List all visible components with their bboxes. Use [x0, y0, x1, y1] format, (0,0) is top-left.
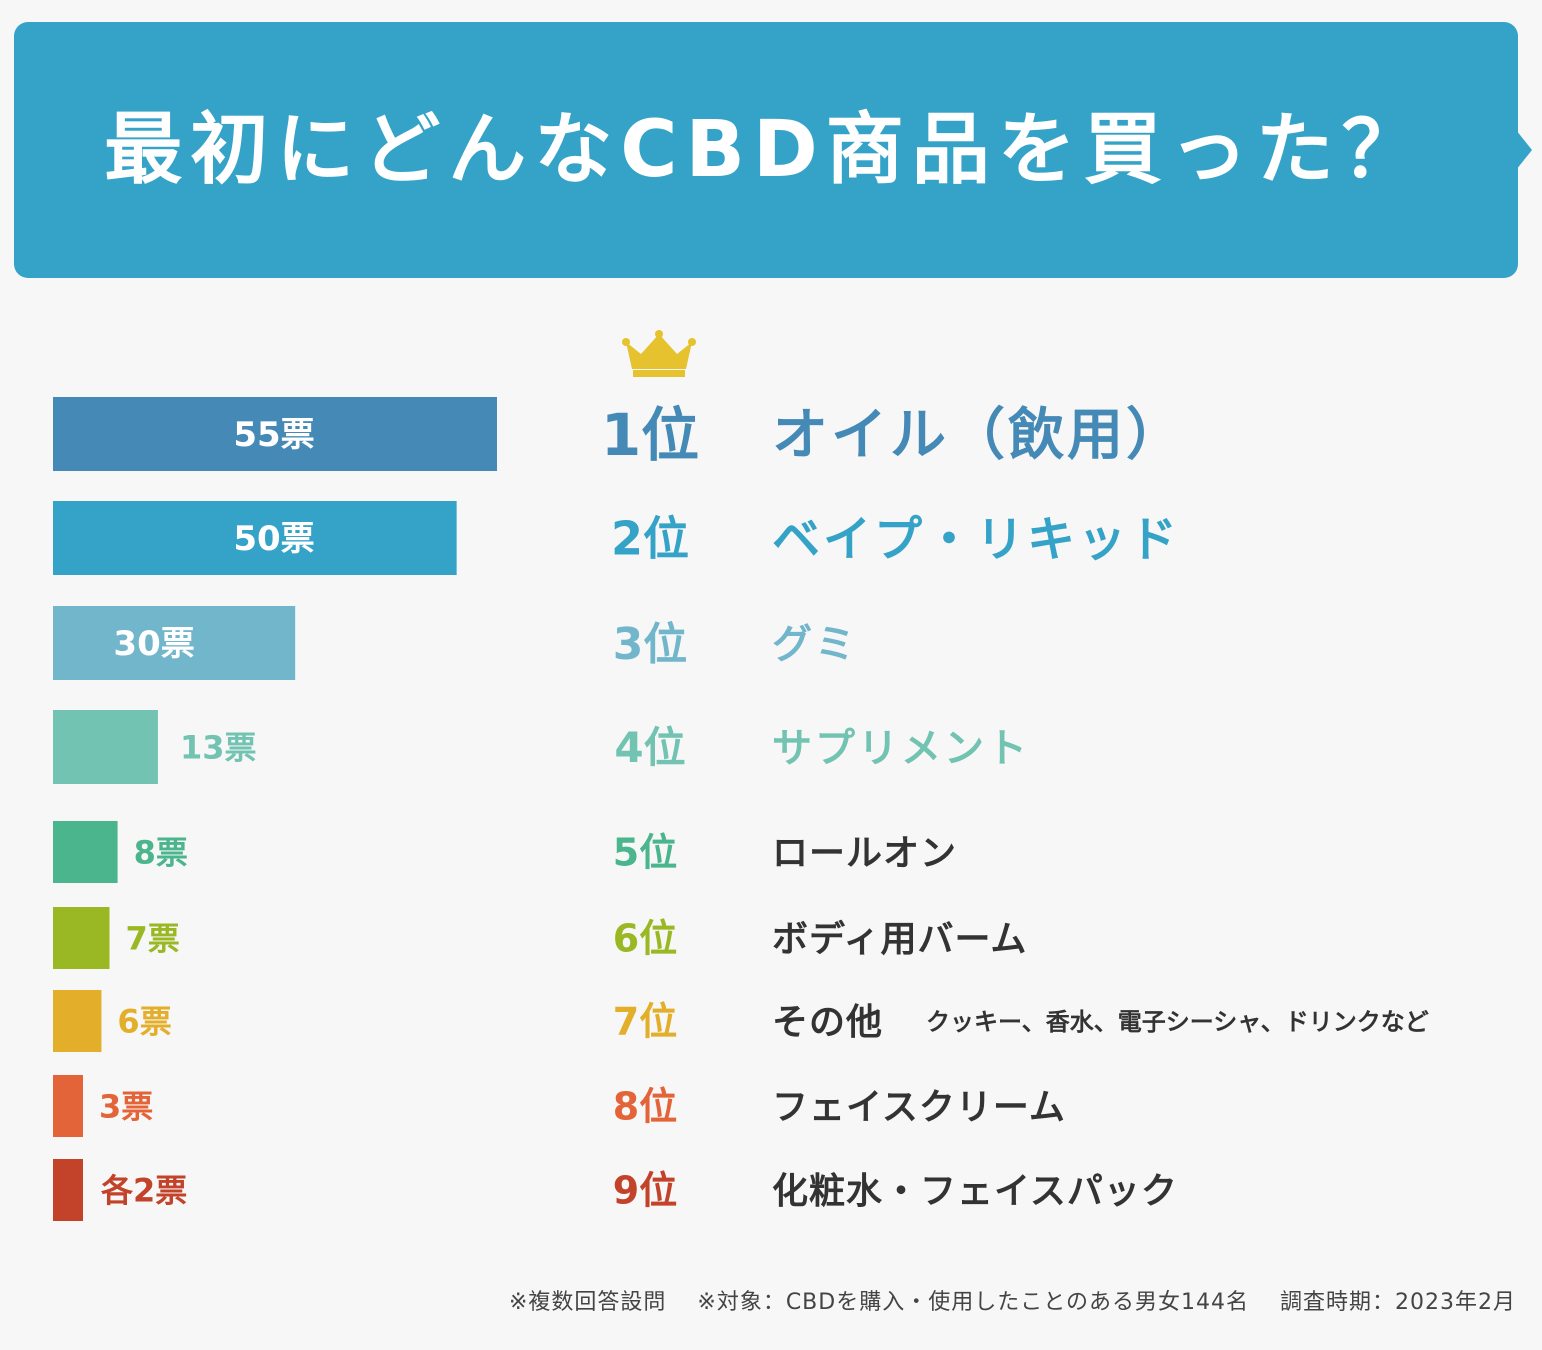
footnote: ※複数回答設問 ※対象：CBDを購入・使用したことのある男女144名 調査時期：… [509, 1284, 1516, 1316]
bar-3 [53, 606, 296, 680]
footnote-target: ※対象：CBDを購入・使用したことのある男女144名 [697, 1290, 1249, 1315]
rank-label-1: 1位 [601, 401, 699, 469]
bar-5 [53, 821, 118, 883]
bar-1 [53, 397, 497, 471]
rank-label-2: 2位 [611, 512, 689, 566]
category-label-9: 化粧水・フェイスパック [772, 1171, 1178, 1212]
bar-9 [53, 1159, 83, 1221]
value-label-2: 50票 [233, 519, 314, 559]
header-banner: 最初にどんなCBD商品を買った？ [14, 22, 1532, 278]
rank-label-8: 8位 [613, 1085, 677, 1129]
rank-label-6: 6位 [613, 917, 677, 961]
value-label-6: 7票 [126, 920, 180, 958]
category-label-6: ボディ用バーム [772, 918, 1027, 960]
bar-4 [53, 710, 158, 784]
value-label-4: 13票 [180, 729, 257, 767]
rank-label-9: 9位 [613, 1169, 677, 1213]
value-label-7: 6票 [117, 1003, 171, 1041]
page-title: 最初にどんなCBD商品を買った？ [104, 105, 1428, 195]
footnote-survey-period: 調査時期：2023年2月 [1280, 1290, 1516, 1315]
category-label-5: ロールオン [772, 833, 957, 874]
rank-label-5: 5位 [613, 831, 677, 875]
value-label-8: 3票 [99, 1088, 153, 1126]
bar-8 [53, 1075, 83, 1137]
value-label-5: 8票 [134, 834, 188, 872]
bar-2 [53, 501, 457, 575]
category-label-7: その他 [772, 1002, 883, 1043]
value-label-3: 30票 [113, 624, 194, 664]
bar-7 [53, 990, 102, 1052]
category-label-8: フェイスクリーム [772, 1087, 1066, 1128]
bar-6 [53, 907, 110, 969]
category-label-2: ベイプ・リキッド [772, 511, 1180, 567]
value-label-1: 55票 [233, 415, 314, 455]
speech-tail [1516, 130, 1532, 170]
category-annotation-7: クッキー、香水、電子シーシャ、ドリンクなど [926, 1008, 1429, 1036]
rank-label-7: 7位 [613, 1000, 677, 1044]
category-label-4: サプリメント [772, 725, 1030, 771]
rank-label-3: 3位 [613, 619, 688, 670]
category-label-1: オイル（飲用） [772, 403, 1185, 468]
category-label-3: グミ [772, 621, 858, 667]
footnote-multiple-answers: ※複数回答設問 [508, 1290, 667, 1315]
crown-icon [622, 330, 696, 377]
value-label-9: 各2票 [101, 1172, 187, 1210]
rank-label-4: 4位 [614, 723, 685, 772]
